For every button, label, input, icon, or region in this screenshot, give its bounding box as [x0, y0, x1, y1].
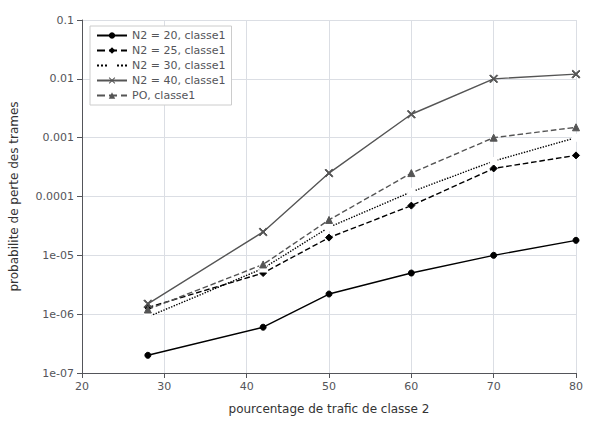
svg-text:50: 50	[322, 380, 336, 393]
svg-text:PO, classe1: PO, classe1	[132, 89, 195, 102]
svg-text:30: 30	[157, 380, 171, 393]
svg-text:70: 70	[487, 380, 501, 393]
svg-text:N2 = 25, classe1: N2 = 25, classe1	[132, 44, 226, 57]
svg-text:60: 60	[404, 380, 418, 393]
svg-text:0.01: 0.01	[50, 72, 75, 85]
svg-text:0.1: 0.1	[57, 14, 75, 27]
svg-text:1e-05: 1e-05	[42, 249, 74, 262]
svg-text:20: 20	[75, 380, 89, 393]
svg-text:N2 = 20, classe1: N2 = 20, classe1	[132, 29, 226, 42]
svg-text:80: 80	[569, 380, 583, 393]
svg-text:0.0001: 0.0001	[36, 190, 75, 203]
svg-text:1e-07: 1e-07	[42, 367, 74, 380]
svg-text:N2 = 30, classe1: N2 = 30, classe1	[132, 59, 226, 72]
svg-text:1e-06: 1e-06	[42, 308, 74, 321]
svg-text:probabilite de perte des trame: probabilite de perte des trames	[7, 101, 21, 291]
svg-text:N2 = 40, classe1: N2 = 40, classe1	[132, 74, 226, 87]
svg-text:pourcentage de trafic de class: pourcentage de trafic de classe 2	[229, 402, 430, 416]
svg-text:0.001: 0.001	[43, 131, 75, 144]
svg-text:40: 40	[240, 380, 254, 393]
